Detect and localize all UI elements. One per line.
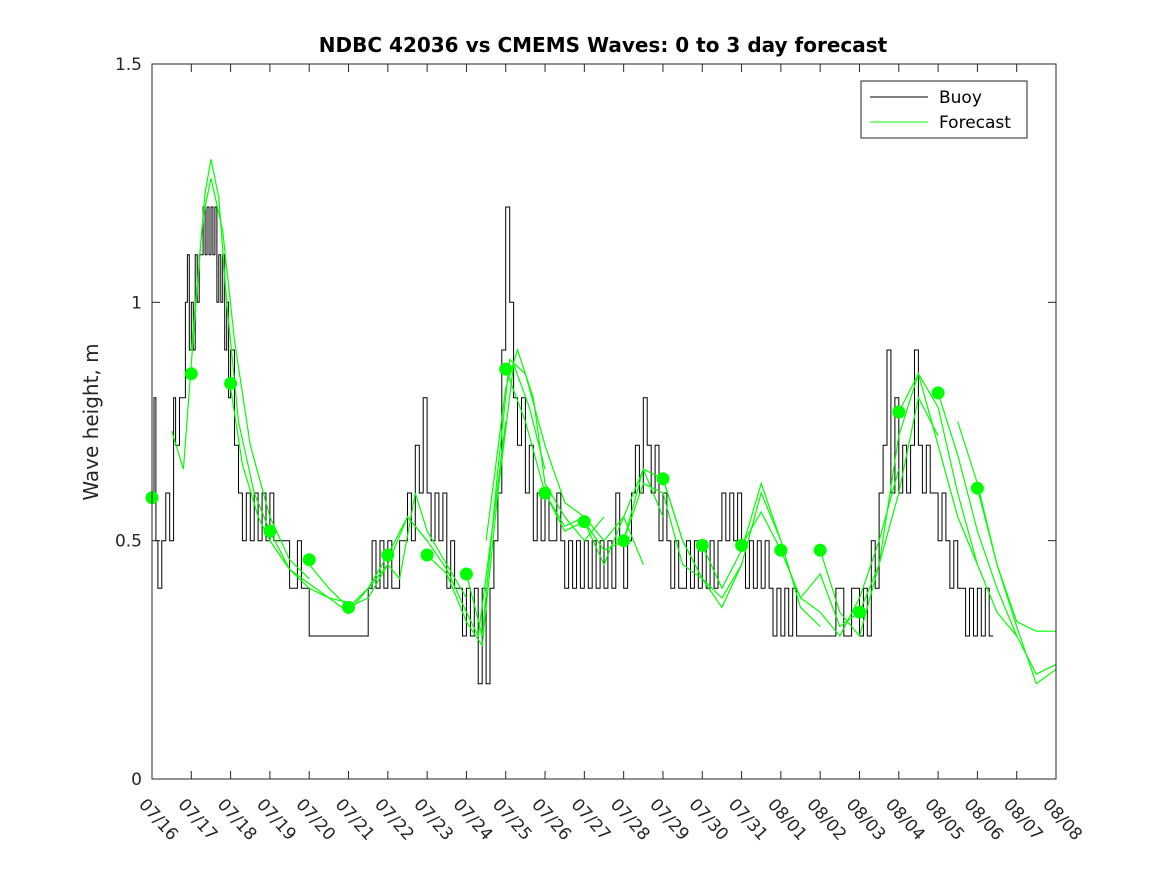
x-tick-label: 07/18 bbox=[213, 795, 261, 845]
legend-buoy-label: Buoy bbox=[939, 88, 982, 108]
forecast-point bbox=[263, 524, 277, 538]
x-tick-label: 07/27 bbox=[567, 795, 615, 845]
forecast-point bbox=[892, 405, 906, 419]
forecast-run-line-23 bbox=[976, 488, 1057, 685]
forecast-run-line-12 bbox=[583, 482, 703, 580]
forecast-run-line-22 bbox=[957, 421, 1056, 632]
x-tick-label: 07/19 bbox=[252, 795, 300, 845]
forecast-run-line-20 bbox=[898, 372, 1018, 637]
forecast-point bbox=[774, 543, 788, 557]
forecast-point bbox=[184, 367, 198, 381]
buoy-series-line bbox=[152, 206, 994, 685]
x-tick-label: 08/08 bbox=[1038, 795, 1086, 845]
forecast-point bbox=[813, 543, 827, 557]
plot-area bbox=[145, 159, 1057, 685]
x-tick-label: 07/26 bbox=[527, 795, 575, 845]
axes: 07/1607/1707/1807/1907/2007/2107/2207/23… bbox=[115, 55, 1086, 845]
x-tick-label: 07/25 bbox=[488, 795, 536, 845]
x-tick-label: 08/03 bbox=[842, 795, 890, 845]
forecast-run-line-8 bbox=[465, 358, 585, 637]
forecast-point bbox=[931, 386, 945, 400]
x-tick-label: 07/31 bbox=[724, 795, 772, 845]
forecast-point bbox=[459, 567, 473, 581]
forecast-run-line-16 bbox=[741, 510, 860, 628]
y-tick-label: 0 bbox=[131, 770, 142, 790]
y-tick-label: 0.5 bbox=[115, 532, 142, 552]
x-tick-label: 08/06 bbox=[960, 795, 1008, 845]
y-tick-label: 1 bbox=[131, 293, 142, 313]
forecast-point bbox=[656, 472, 670, 486]
forecast-run-line-10 bbox=[505, 368, 644, 565]
forecast-run-line-5 bbox=[348, 492, 467, 608]
forecast-run-line-17 bbox=[780, 469, 900, 638]
forecast-point bbox=[853, 605, 866, 619]
forecast-point bbox=[342, 600, 355, 614]
y-tick-label: 1.5 bbox=[115, 55, 142, 75]
x-tick-label: 07/22 bbox=[370, 795, 418, 845]
forecast-point bbox=[381, 548, 395, 562]
x-tick-label: 08/07 bbox=[999, 795, 1047, 845]
forecast-point bbox=[735, 538, 749, 552]
x-tick-label: 07/16 bbox=[134, 795, 182, 845]
x-tick-label: 07/29 bbox=[645, 795, 693, 845]
forecast-run-line-0 bbox=[171, 159, 291, 570]
forecast-point bbox=[617, 534, 631, 548]
x-tick-label: 08/01 bbox=[763, 795, 811, 845]
forecast-point bbox=[970, 481, 984, 495]
forecast-run-line-14 bbox=[662, 478, 782, 609]
x-tick-label: 07/23 bbox=[409, 795, 457, 845]
forecast-point bbox=[420, 548, 434, 562]
x-tick-label: 07/17 bbox=[174, 795, 222, 845]
forecast-run-line-21 bbox=[937, 392, 1057, 675]
axes-box bbox=[151, 63, 1057, 780]
x-tick-label: 07/21 bbox=[331, 795, 379, 845]
forecast-point bbox=[695, 538, 709, 552]
forecast-point bbox=[224, 376, 238, 390]
x-tick-label: 07/20 bbox=[292, 795, 340, 845]
x-tick-label: 08/02 bbox=[802, 795, 850, 845]
legend-forecast-label: Forecast bbox=[939, 113, 1011, 133]
x-tick-label: 08/04 bbox=[881, 795, 929, 845]
forecast-point bbox=[538, 486, 552, 500]
forecast-run-line-7 bbox=[426, 364, 546, 648]
forecast-point bbox=[302, 553, 316, 567]
forecast-run-line-3 bbox=[269, 540, 389, 614]
x-tick-label: 07/30 bbox=[685, 795, 733, 845]
forecast-run-line-1 bbox=[190, 178, 310, 580]
legend-box bbox=[860, 80, 1028, 139]
forecast-run-line-9 bbox=[485, 348, 605, 542]
chart-title: NDBC 42036 vs CMEMS Waves: 0 to 3 day fo… bbox=[319, 33, 888, 57]
forecast-point bbox=[577, 515, 591, 529]
x-tick-label: 07/28 bbox=[606, 795, 654, 845]
x-tick-label: 08/05 bbox=[920, 795, 968, 845]
y-axis-label: Wave height, m bbox=[79, 343, 103, 500]
forecast-point bbox=[499, 362, 513, 376]
forecast-run-line-15 bbox=[701, 481, 821, 627]
legend: Buoy Forecast bbox=[860, 80, 1028, 139]
x-tick-label: 07/24 bbox=[449, 795, 497, 845]
